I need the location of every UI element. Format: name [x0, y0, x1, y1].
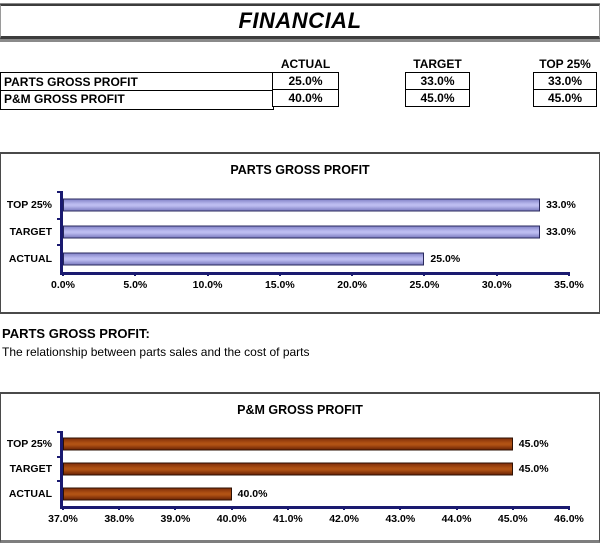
chart-bar [63, 462, 513, 476]
x-axis-tick-label: 15.0% [264, 279, 295, 291]
row-label-pm-gross-profit: P&M GROSS PROFIT [4, 92, 125, 106]
description-body: The relationship between parts sales and… [2, 345, 310, 359]
x-axis-tick-label: 42.0% [329, 513, 359, 525]
chart-plot-area: TOP 25% 33.0% TARGET 33.0% ACTUAL 25.0% 0.0% 5.… [7, 191, 584, 291]
x-axis-tick-label: 20.0% [337, 279, 368, 291]
x-axis-tick-label: 25.0% [409, 279, 440, 291]
chart-category-label: ACTUAL [8, 252, 52, 265]
x-axis-tick [62, 506, 64, 510]
page-title: FINANCIAL [238, 8, 362, 33]
chart-category-label: TOP 25% [6, 438, 52, 451]
summary-table: ACTUAL TARGET TOP 25% PARTS GROSS PROFIT… [0, 57, 600, 111]
row-label-parts-gross-profit: PARTS GROSS PROFIT [1, 73, 273, 91]
pm-gross-profit-chart: P&M GROSS PROFIT TOP 25% 45.0% TARGET 45.0%… [0, 392, 600, 543]
chart-title: PARTS GROSS PROFIT [230, 163, 370, 177]
x-axis-tick [278, 272, 281, 276]
parts-gross-profit-chart: PARTS GROSS PROFIT TOP 25% 33.0% TARGET 33.… [0, 152, 600, 314]
row-label-column: PARTS GROSS PROFIT P&M GROSS PROFIT [0, 72, 274, 110]
description-heading: PARTS GROSS PROFIT: [2, 326, 150, 341]
chart-bar-row: TARGET 33.0% [10, 217, 576, 246]
chart-bar [63, 437, 513, 451]
cell-parts-top25[interactable]: 33.0% [533, 72, 597, 90]
x-axis-tick-label: 30.0% [481, 279, 512, 291]
x-axis-tick-label: 40.0% [216, 513, 247, 525]
chart-bar [63, 198, 541, 212]
chart-bar-row: TOP 25% 33.0% [7, 191, 576, 219]
x-axis-tick [118, 506, 121, 510]
x-axis-tick [568, 272, 570, 276]
x-axis-tick [423, 272, 426, 276]
x-axis-line [60, 272, 569, 275]
cell-parts-actual[interactable]: 25.0% [272, 72, 339, 90]
cell-pm-actual[interactable]: 40.0% [272, 89, 339, 107]
x-axis-tick [286, 506, 289, 510]
x-axis-tick-label: 35.0% [554, 279, 584, 291]
x-axis-tick-label: 43.0% [385, 513, 416, 525]
chart-bar [63, 225, 541, 239]
y-axis-line [60, 431, 63, 507]
description-block: PARTS GROSS PROFIT: The relationship bet… [2, 326, 598, 359]
chart-title: P&M GROSS PROFIT [237, 403, 363, 417]
chart-bar-row: TARGET 45.0% [10, 455, 569, 482]
chart-category-label: TARGET [9, 463, 52, 475]
chart-plot-area: TOP 25% 45.0% TARGET 45.0% ACTUAL 40.0% 37.0% 3… [7, 431, 584, 525]
chart-bar [63, 487, 232, 501]
column-header-actual: ACTUAL [280, 57, 331, 71]
cell-parts-target[interactable]: 33.0% [405, 72, 470, 90]
x-axis-tick [230, 506, 233, 510]
x-axis-tick-label: 45.0% [497, 513, 528, 525]
chart-bar-row: ACTUAL 40.0% [9, 480, 569, 506]
cell-pm-target[interactable]: 45.0% [405, 89, 470, 107]
cell-pm-top25[interactable]: 45.0% [533, 89, 597, 107]
column-header-target: TARGET [413, 57, 462, 71]
x-axis-tick-label: 38.0% [104, 513, 135, 525]
x-axis-tick [495, 272, 498, 276]
x-axis-line [60, 506, 569, 509]
chart-value-label: 25.0% [430, 252, 461, 265]
x-axis-tick [206, 272, 209, 276]
chart-category-label: TOP 25% [6, 199, 52, 212]
chart-value-label: 33.0% [546, 226, 576, 238]
column-header-top25: TOP 25% [539, 57, 591, 71]
x-axis-tick-label: 44.0% [441, 513, 472, 525]
chart-category-label: ACTUAL [8, 487, 52, 500]
chart-value-label: 45.0% [518, 438, 549, 451]
y-axis-line [60, 191, 63, 273]
x-axis-tick [62, 272, 64, 276]
chart-value-label: 45.0% [518, 463, 549, 475]
chart-bar-row: TOP 25% 45.0% [7, 431, 569, 457]
chart-value-label: 40.0% [237, 487, 268, 500]
x-axis-tick [568, 506, 570, 510]
x-axis-tick [455, 506, 458, 510]
chart-category-label: TARGET [9, 226, 52, 238]
x-axis-tick [174, 506, 177, 510]
x-axis-tick-label: 41.0% [272, 513, 303, 525]
chart-bar [63, 252, 425, 266]
page-title-banner: FINANCIAL [0, 4, 600, 39]
x-axis-tick [134, 272, 137, 276]
x-axis-tick-label: 46.0% [554, 513, 584, 525]
x-axis-tick [399, 506, 402, 510]
x-axis-tick [351, 272, 354, 276]
x-axis-tick-label: 10.0% [192, 279, 223, 291]
x-axis-tick-label: 0.0% [51, 279, 75, 291]
x-axis-tick [343, 506, 346, 510]
x-axis-tick-label: 5.0% [123, 279, 148, 291]
chart-bar-row: ACTUAL 25.0% [9, 244, 569, 272]
x-axis-tick-label: 37.0% [48, 513, 78, 525]
chart-value-label: 33.0% [546, 199, 576, 212]
x-axis-tick-label: 39.0% [160, 513, 191, 525]
x-axis-tick [511, 506, 514, 510]
